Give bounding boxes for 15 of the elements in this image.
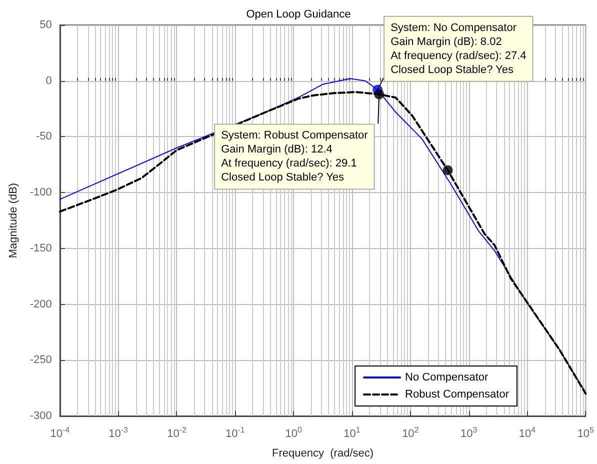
legend-label: No Compensator bbox=[405, 372, 489, 384]
y-tick-label: -150 bbox=[30, 242, 52, 254]
x-axis-title: Frequency (rad/sec) bbox=[272, 448, 374, 460]
annotation: System: Robust Compensator Gain Margin (dB): 12.4 At frequency (rad/sec): 29.1 Closed Loop Stable? Yes bbox=[221, 130, 368, 184]
y-tick-label: -300 bbox=[30, 410, 52, 422]
y-tick-label: 0 bbox=[46, 74, 52, 87]
y-tick-label: 50 bbox=[40, 19, 52, 31]
y-tick-label: -250 bbox=[30, 354, 52, 366]
y-tick-label: -200 bbox=[30, 298, 52, 310]
annotation: System: No Compensator Gain Margin (dB): 8.02 At frequency (rad/sec): 27.4 Closed Loop Stable? Yes bbox=[390, 22, 526, 76]
y-axis-title: Magnitude (dB) bbox=[8, 182, 20, 258]
legend-label: Robust Compensator bbox=[405, 388, 510, 400]
chart-title: Open Loop Guidance bbox=[246, 8, 351, 20]
y-tick-label: -50 bbox=[36, 130, 52, 143]
y-tick-label: -100 bbox=[30, 186, 52, 199]
